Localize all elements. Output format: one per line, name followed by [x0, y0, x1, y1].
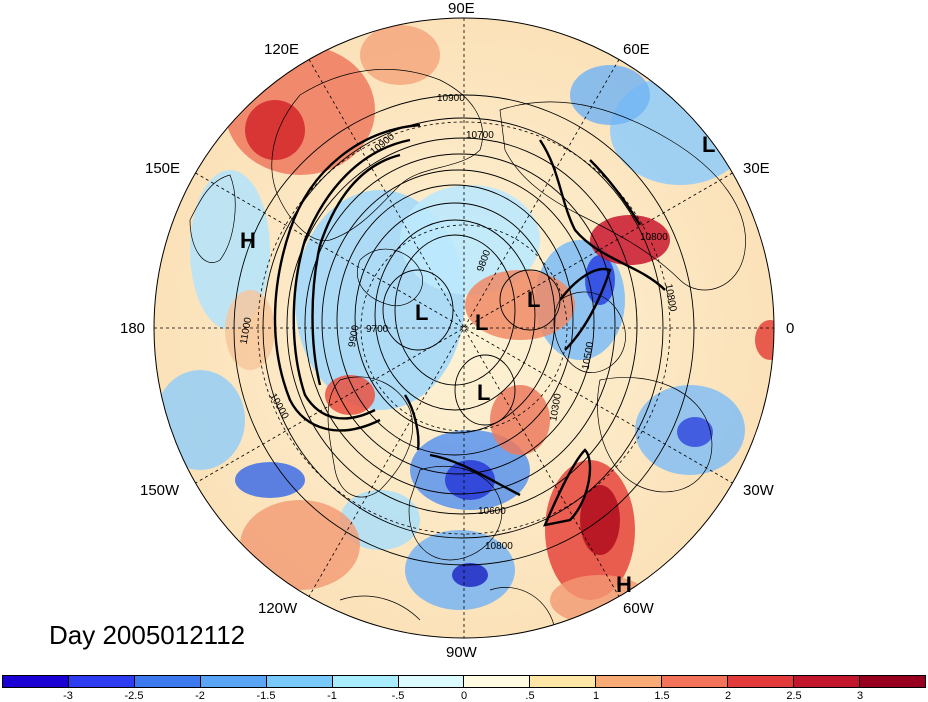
- colorbar-segment: [332, 676, 399, 687]
- colorbar-segment: [266, 676, 333, 687]
- lon-label-120w: 120W: [258, 600, 298, 617]
- colorbar: [2, 675, 926, 688]
- colorbar-tick-label: -2.5: [124, 690, 144, 702]
- colorbar-segment: [3, 676, 69, 687]
- colorbar-tick-label: 0: [460, 690, 468, 702]
- lon-label-90e: 90E: [448, 0, 475, 17]
- colorbar-segment: [859, 676, 925, 687]
- contour-label: 10800: [485, 541, 513, 552]
- pressure-center-low: L: [475, 310, 488, 335]
- pressure-center-high: H: [616, 572, 632, 597]
- lon-label-30w: 30W: [743, 482, 774, 499]
- map-border: [153, 17, 775, 639]
- pressure-center-low: L: [415, 300, 428, 325]
- colorbar-tick-label: -3: [63, 690, 73, 702]
- colorbar-segment: [134, 676, 201, 687]
- colorbar-segment: [794, 676, 860, 687]
- contour-label: 10500: [581, 341, 597, 371]
- colorbar-ticks: -3 -2.5 -2 -1.5 -1 -.5 0 .5 1 1.5 2 2.5 3: [0, 690, 928, 702]
- colorbar-tick-label: -.5: [391, 690, 405, 702]
- colorbar-segment: [728, 676, 795, 687]
- lon-label-60e: 60E: [623, 41, 650, 58]
- colorbar-segment: [464, 676, 531, 687]
- colorbar-segment: [398, 676, 465, 687]
- colorbar-segment: [530, 676, 597, 687]
- pressure-centers: H L L L L L H: [240, 132, 715, 597]
- colorbar-tick-label: 2: [724, 690, 732, 702]
- contour-label: 10700: [466, 130, 494, 141]
- jet-contours: [273, 123, 666, 527]
- lon-label-150e: 150E: [145, 160, 181, 177]
- date-label: Day 2005012112: [49, 620, 246, 650]
- colorbar-segment: [68, 676, 135, 687]
- colorbar-tick-label: -1: [327, 690, 337, 702]
- colorbar-tick-label: -2: [195, 690, 205, 702]
- graticule: [154, 18, 774, 638]
- pressure-center-low: L: [702, 132, 715, 157]
- contour-label: 9700: [366, 324, 389, 335]
- colorbar-tick-label: -1.5: [256, 690, 276, 702]
- lon-label-30e: 30E: [743, 160, 770, 177]
- pressure-center-low: L: [527, 287, 540, 312]
- colorbar-tick-label: 1: [592, 690, 600, 702]
- lon-label-60w: 60W: [623, 600, 654, 617]
- contour-label: 10800: [663, 283, 679, 313]
- contour-label: 9900: [347, 324, 362, 348]
- lon-label-120e: 120E: [264, 41, 300, 58]
- lon-label-90w: 90W: [446, 644, 477, 661]
- contour-label: 10900: [437, 93, 465, 104]
- colorbar-segment: [596, 676, 663, 687]
- colorbar-segment: [200, 676, 267, 687]
- contour-label: 10800: [640, 232, 668, 243]
- colorbar-tick-label: 1.5: [654, 690, 670, 702]
- lon-label-0: 0: [786, 320, 795, 337]
- colorbar-tick-label: .5: [525, 690, 535, 702]
- coastlines: [189, 69, 746, 631]
- colorbar-segment: [662, 676, 729, 687]
- lon-label-150w: 150W: [140, 482, 180, 499]
- contour-label: 10300: [548, 392, 564, 422]
- contour-label: 11000: [239, 316, 255, 345]
- colorbar-tick-label: 2.5: [786, 690, 802, 702]
- lon-label-180: 180: [120, 320, 146, 337]
- colorbar-tick-label: 3: [856, 690, 864, 702]
- contour-label: 10600: [478, 506, 506, 517]
- pressure-center-high: H: [240, 228, 256, 253]
- pressure-center-low: L: [477, 380, 490, 405]
